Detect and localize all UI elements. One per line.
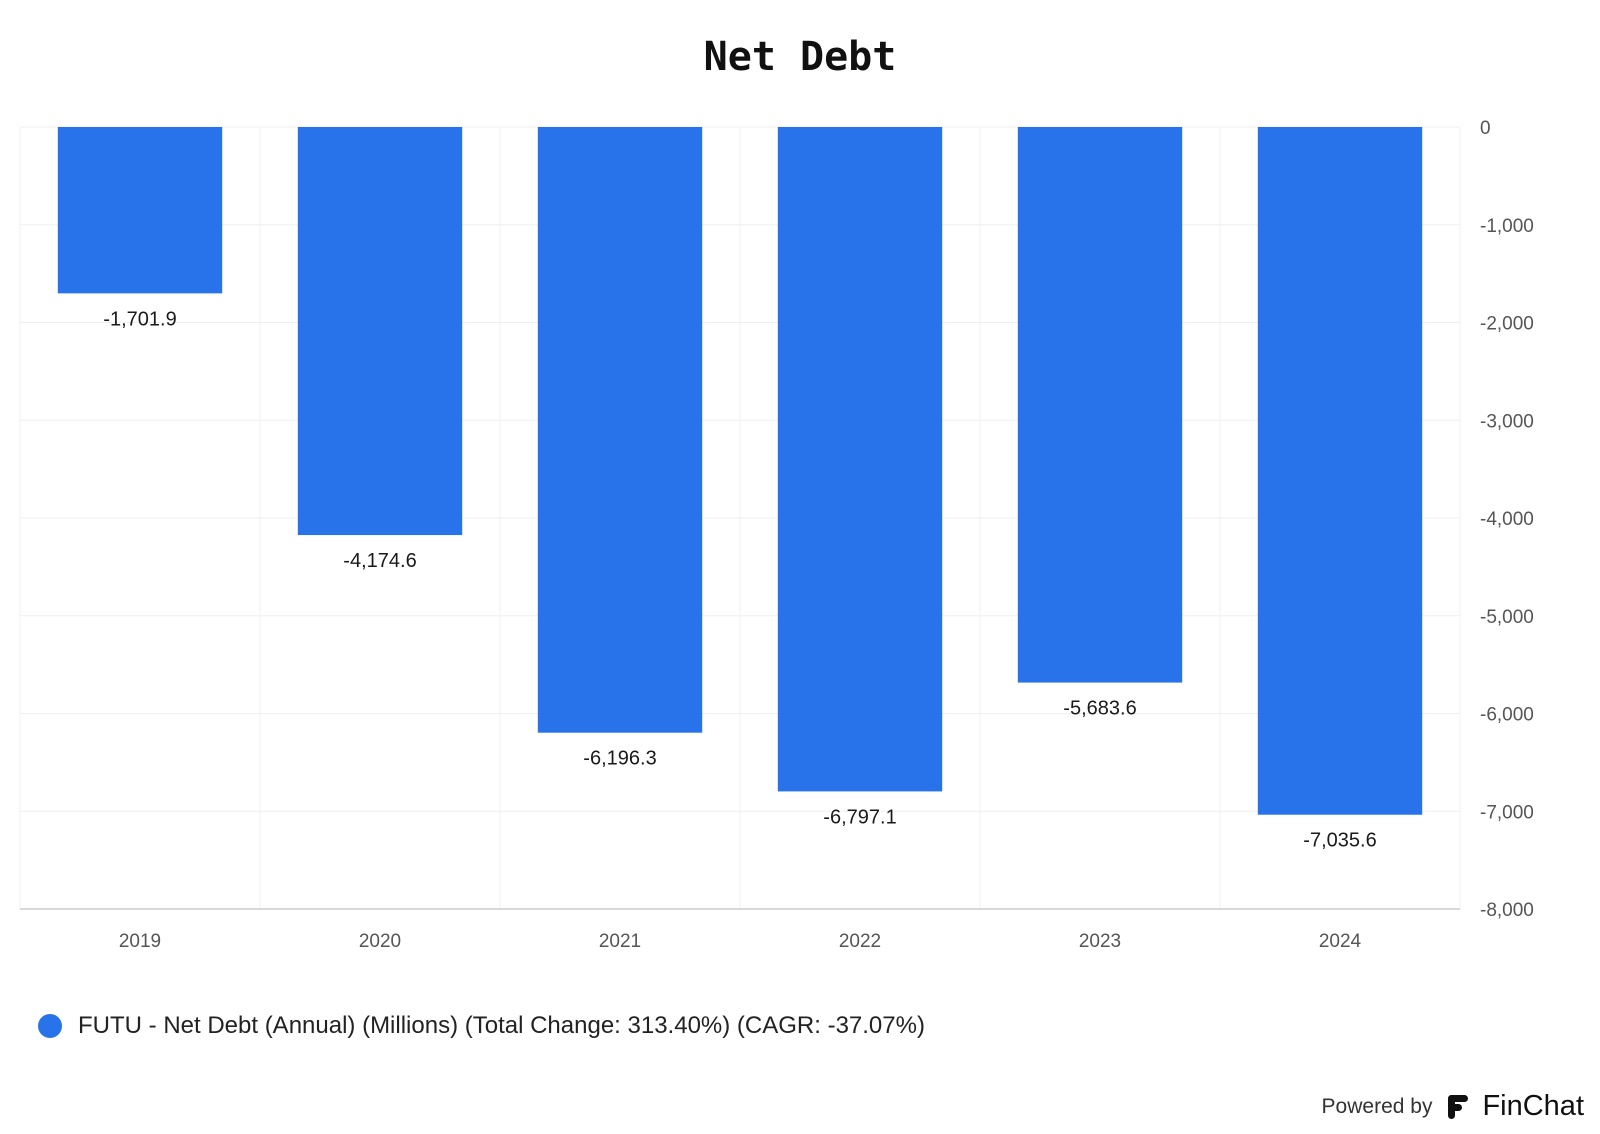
powered-by-text: Powered by — [1321, 1094, 1433, 1118]
y-tick-label: -2,000 — [1480, 314, 1534, 335]
y-tick-label: -7,000 — [1480, 802, 1534, 823]
bar-labels: -1,701.9 -4,174.6 -6,196.3 -6,797.1 -5,683.6… — [103, 308, 1376, 851]
bars — [57, 127, 1423, 815]
branding[interactable]: Powered by FinChat — [1322, 1090, 1584, 1123]
bar-value-label: -4,174.6 — [343, 550, 416, 572]
chart-title: Net Debt — [703, 34, 897, 80]
x-tick-label: 2019 — [119, 931, 161, 952]
y-tick-label: -4,000 — [1480, 509, 1534, 530]
axes: 0 -1,000 -2,000 -3,000 -4,000 -5,000 -6,000 -7,… — [20, 118, 1534, 952]
y-tick-label: -8,000 — [1480, 900, 1534, 921]
y-tick-label: -1,000 — [1480, 216, 1534, 237]
bar-2021 — [537, 127, 703, 733]
bar-value-label: -1,701.9 — [103, 308, 176, 330]
bar-value-label: -6,797.1 — [823, 806, 896, 828]
bar-2023 — [1017, 127, 1183, 683]
y-tick-label: -3,000 — [1480, 411, 1534, 432]
finchat-logo-icon — [1448, 1094, 1469, 1119]
x-tick-label: 2024 — [1319, 931, 1362, 952]
x-tick-label: 2021 — [599, 931, 641, 952]
x-tick-label: 2022 — [839, 931, 881, 952]
x-tick-label: 2020 — [359, 931, 401, 952]
bar-2024 — [1257, 127, 1423, 815]
bar-value-label: -7,035.6 — [1303, 830, 1376, 852]
y-tick-label: -6,000 — [1480, 705, 1534, 726]
legend-label: FUTU - Net Debt (Annual) (Millions) (Tot… — [78, 1012, 925, 1039]
y-tick-label: 0 — [1480, 118, 1491, 139]
y-tick-label: -5,000 — [1480, 607, 1534, 628]
legend[interactable]: FUTU - Net Debt (Annual) (Millions) (Tot… — [38, 1012, 925, 1040]
x-tick-label: 2023 — [1079, 931, 1121, 952]
grid-lines — [19, 126, 1461, 909]
bar-value-label: -6,196.3 — [583, 748, 656, 770]
bar-2019 — [57, 127, 223, 294]
bar-value-label: -5,683.6 — [1063, 698, 1136, 720]
legend-marker-icon — [38, 1014, 62, 1038]
bar-2022 — [777, 127, 943, 792]
brand-name: FinChat — [1482, 1090, 1584, 1122]
bar-2020 — [297, 127, 463, 536]
